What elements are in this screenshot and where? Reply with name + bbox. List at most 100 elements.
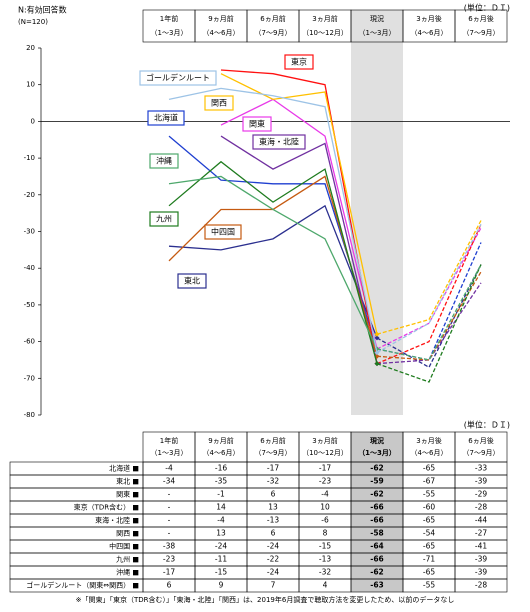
- series-label: 東京: [291, 57, 307, 67]
- y-tick-label: -40: [24, 264, 35, 272]
- x-tick-label: （1～3月）: [359, 29, 396, 37]
- label-box: [252, 134, 306, 150]
- table-value: 4: [323, 581, 328, 590]
- y-tick-label: 20: [26, 44, 35, 52]
- table-header-text: 3ヵ月後: [416, 436, 441, 445]
- table-value: -38: [163, 542, 175, 551]
- series-label: 東海・北陸: [259, 137, 299, 147]
- series-line: [168, 87, 378, 353]
- table-value: -24: [215, 542, 227, 551]
- table-value: -66: [370, 503, 384, 512]
- series-line: [376, 242, 482, 361]
- series-label: 関東: [249, 119, 265, 129]
- table-value: -55: [423, 581, 435, 590]
- table-value: -: [168, 529, 171, 538]
- table-value: 6: [271, 529, 276, 538]
- series-line: [376, 223, 482, 365]
- x-tick-label: 6ヵ月後: [468, 14, 493, 23]
- table-value: -71: [423, 555, 435, 564]
- table-value: -17: [319, 464, 331, 473]
- x-tick-label: 1年前: [160, 14, 178, 23]
- table-value: -44: [475, 516, 487, 525]
- series-line: [220, 73, 378, 335]
- n-note: N:有効回答数: [18, 5, 67, 15]
- series-line: [376, 227, 482, 350]
- table-value: -65: [423, 542, 435, 551]
- table-value: -65: [423, 568, 435, 577]
- table-value: -32: [319, 568, 331, 577]
- table-value: -62: [370, 490, 384, 499]
- label-box: [139, 70, 217, 86]
- table-value: 8: [323, 529, 328, 538]
- table-value: -29: [475, 490, 487, 499]
- table-row-label: 東京（TDR含む） ■: [74, 503, 139, 512]
- table-value: -28: [475, 581, 487, 590]
- x-tick-label: （4～6月）: [411, 29, 448, 37]
- table-value: -17: [267, 464, 279, 473]
- table-value: 6: [271, 490, 276, 499]
- table-value: -28: [475, 503, 487, 512]
- table-value: -65: [423, 464, 435, 473]
- series-line: [376, 264, 482, 383]
- table-value: -39: [475, 555, 487, 564]
- table-value: -66: [370, 555, 384, 564]
- x-tick-label: 9ヵ月前: [208, 14, 233, 23]
- y-tick-label: -20: [24, 191, 35, 199]
- series-line: [376, 282, 482, 365]
- x-tick-label: 現況: [370, 14, 384, 23]
- table-value: 14: [216, 503, 226, 512]
- series-line: [220, 135, 378, 364]
- table-value: 7: [271, 581, 276, 590]
- n-value: (N=120): [18, 18, 48, 26]
- current-marker: [374, 331, 380, 337]
- table-row-label: 東海・北陸 ■: [95, 516, 139, 525]
- table-value: -: [168, 503, 171, 512]
- series-label: 北海道: [154, 113, 178, 123]
- table-header-text: （10～12月）: [302, 449, 348, 457]
- series-line: [220, 98, 378, 350]
- table-value: -22: [267, 555, 279, 564]
- table-header-text: （4～6月）: [411, 449, 448, 457]
- table-value: -: [168, 490, 171, 499]
- table-value: -16: [215, 464, 227, 473]
- series-line: [376, 220, 482, 335]
- label-box: [284, 54, 314, 70]
- table-header-text: （7～9月）: [463, 449, 500, 457]
- table-header-text: （4～6月）: [203, 449, 240, 457]
- table-row-label: ゴールデンルート（関東⇔関西） ■: [26, 581, 139, 590]
- x-tick-label: 3ヵ月前: [312, 14, 337, 23]
- table-value: -15: [215, 568, 227, 577]
- table-value: -65: [423, 516, 435, 525]
- table-value: -34: [163, 477, 175, 486]
- series-line: [168, 204, 378, 339]
- table-value: -13: [319, 555, 331, 564]
- table-row-label: 中四国 ■: [109, 542, 139, 551]
- label-box: [204, 224, 242, 240]
- label-box: [147, 110, 185, 126]
- table-value: -63: [370, 581, 384, 590]
- table-value: -59: [370, 477, 384, 486]
- table-row-label: 北海道 ■: [109, 464, 139, 473]
- y-tick-label: -50: [24, 301, 35, 309]
- table-value: -: [168, 516, 171, 525]
- table-header-text: 現況: [370, 436, 384, 445]
- series-label: 関西: [211, 99, 227, 108]
- series-line: [168, 160, 378, 364]
- y-tick-label: -30: [24, 228, 35, 236]
- table-value: -35: [215, 477, 227, 486]
- series-label: 中四国: [211, 227, 235, 237]
- table-value: 13: [268, 503, 278, 512]
- series-label: ゴールデンルート: [146, 73, 210, 83]
- x-tick-label: （4～6月）: [203, 29, 240, 37]
- label-box: [149, 211, 179, 227]
- table-current: [351, 432, 403, 592]
- series-line: [376, 223, 482, 354]
- series-line: [220, 69, 378, 364]
- table-value: -60: [423, 503, 435, 512]
- label-box: [149, 153, 179, 169]
- current-marker: [374, 361, 380, 367]
- table-row-label: 関東 ■: [116, 490, 139, 499]
- x-tick-label: （7～9月）: [255, 29, 292, 37]
- series-line: [376, 264, 482, 369]
